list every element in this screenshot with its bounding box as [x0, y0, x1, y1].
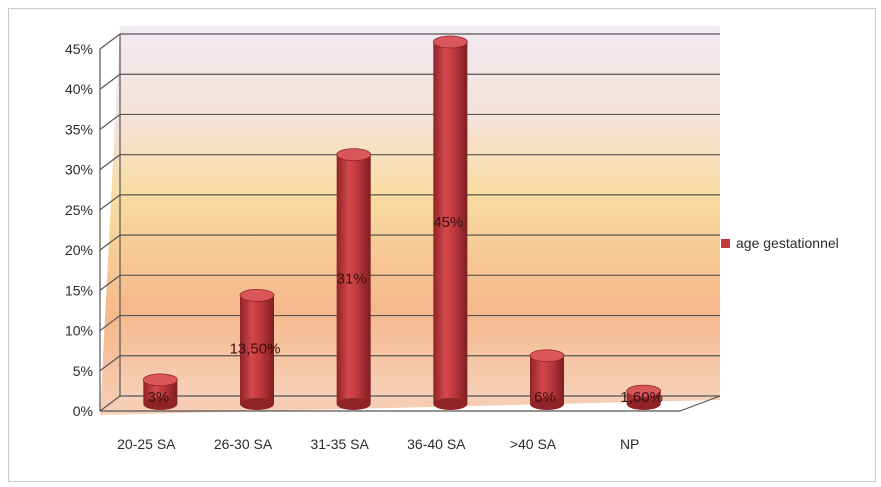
- y-tick-label: 10%: [65, 323, 93, 339]
- x-category-label: 36-40 SA: [407, 436, 466, 452]
- y-tick-label: 30%: [65, 162, 93, 178]
- data-label: 3%: [147, 389, 169, 406]
- x-axis-categories: 20-25 SA 26-30 SA 31-35 SA 36-40 SA >40 SA NP: [117, 436, 639, 452]
- x-category-label: 31-35 SA: [310, 436, 369, 452]
- legend-swatch: [721, 239, 730, 248]
- data-label: 6%: [534, 389, 556, 406]
- x-category-label: NP: [620, 436, 639, 452]
- y-tick-label: 45%: [65, 41, 93, 57]
- bar-top: [530, 350, 564, 362]
- legend-label: age gestationnel: [736, 235, 839, 251]
- bar-base: [337, 398, 371, 410]
- x-category-label: 26-30 SA: [214, 436, 273, 452]
- bar-top: [337, 149, 371, 161]
- y-tick-label: 40%: [65, 81, 93, 97]
- bar-top: [143, 374, 177, 386]
- bar-top: [240, 289, 274, 301]
- y-tick-label: 15%: [65, 282, 93, 298]
- x-category-label: 20-25 SA: [117, 436, 176, 452]
- y-tick-label: 20%: [65, 242, 93, 258]
- plot-background: [100, 26, 720, 415]
- x-category-label: >40 SA: [510, 436, 557, 452]
- data-label: 45%: [433, 214, 463, 231]
- y-tick-label: 0%: [73, 403, 93, 419]
- gridline-depth: [100, 34, 120, 49]
- data-label: 31%: [337, 270, 367, 287]
- y-tick-label: 35%: [65, 121, 93, 137]
- y-tick-label: 25%: [65, 202, 93, 218]
- bar-base: [240, 398, 274, 410]
- data-label: 13,50%: [230, 341, 281, 358]
- y-tick-label: 5%: [73, 363, 93, 379]
- wall-rect: [120, 26, 720, 400]
- bar-top: [433, 36, 467, 48]
- y-axis-ticks: 0% 5% 10% 15% 20% 25% 30% 35% 40% 45%: [65, 41, 93, 419]
- data-label: 1,60%: [620, 389, 663, 406]
- bar-base: [433, 398, 467, 410]
- legend: age gestationnel: [721, 235, 839, 251]
